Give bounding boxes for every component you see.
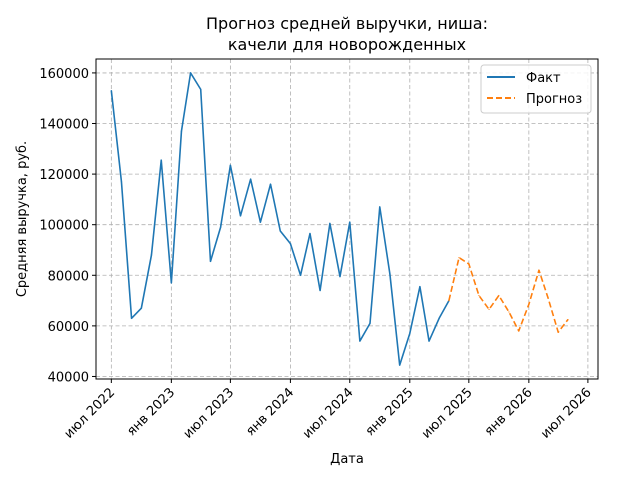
chart-title-line-1: Прогноз средней выручки, ниша: — [206, 14, 488, 33]
data-point — [409, 332, 411, 335]
data-point — [369, 322, 371, 324]
data-point — [309, 232, 311, 235]
data-point — [189, 72, 192, 74]
y-axis: 40000 60000 80000 100000 120000 140000 160000 — [39, 67, 96, 385]
data-point — [567, 318, 569, 321]
x-axis-label: Дата — [330, 452, 364, 467]
y-tick-label: 120000 — [39, 168, 89, 183]
data-point — [419, 286, 421, 288]
data-point — [259, 221, 261, 223]
data-point — [140, 307, 142, 309]
data-point — [120, 181, 123, 183]
data-point — [150, 254, 153, 256]
grid — [96, 59, 598, 379]
data-point — [130, 317, 133, 319]
data-point — [329, 222, 331, 225]
data-point — [488, 308, 490, 311]
data-point — [110, 90, 112, 92]
data-point — [239, 215, 242, 217]
series-layer — [110, 72, 569, 366]
data-point — [508, 311, 510, 313]
data-point — [379, 206, 381, 208]
data-point — [359, 340, 361, 342]
data-point — [478, 294, 480, 297]
data-point — [557, 331, 559, 333]
data-point — [518, 330, 520, 332]
y-tick-label: 100000 — [39, 219, 89, 234]
y-tick-label: 40000 — [48, 370, 89, 385]
data-point — [250, 178, 252, 180]
data-point — [339, 275, 341, 278]
legend-label-forecast: Прогноз — [526, 92, 582, 107]
plot-area-frame — [95, 58, 599, 380]
data-point — [289, 243, 292, 245]
data-point — [538, 269, 540, 271]
data-point — [160, 159, 162, 161]
data-point — [319, 289, 321, 292]
data-point — [220, 226, 222, 228]
data-point — [458, 256, 460, 259]
data-point — [299, 274, 302, 276]
data-point — [269, 183, 272, 185]
data-point — [180, 130, 183, 132]
y-axis-label: Средняя выручка, руб. — [15, 141, 30, 297]
data-point — [498, 294, 500, 297]
data-point — [209, 260, 212, 262]
data-point — [448, 299, 450, 302]
data-point — [438, 317, 440, 319]
legend-label-fact: Факт — [526, 71, 561, 86]
data-point — [389, 273, 391, 275]
data-point — [229, 164, 231, 166]
y-tick-label: 160000 — [39, 67, 89, 82]
data-point — [279, 230, 281, 232]
data-point — [399, 364, 401, 366]
chart-title-line-2: качели для новорожденных — [228, 35, 466, 54]
y-tick-label: 80000 — [48, 269, 89, 284]
y-tick-label: 60000 — [48, 320, 89, 335]
data-point — [528, 303, 530, 305]
data-point — [547, 297, 549, 299]
data-point — [428, 340, 430, 342]
y-tick-label: 140000 — [39, 118, 89, 133]
data-point — [468, 263, 470, 265]
data-point — [170, 282, 172, 284]
legend: Факт Прогноз — [480, 64, 592, 114]
data-point — [200, 88, 202, 90]
data-point — [349, 221, 351, 223]
